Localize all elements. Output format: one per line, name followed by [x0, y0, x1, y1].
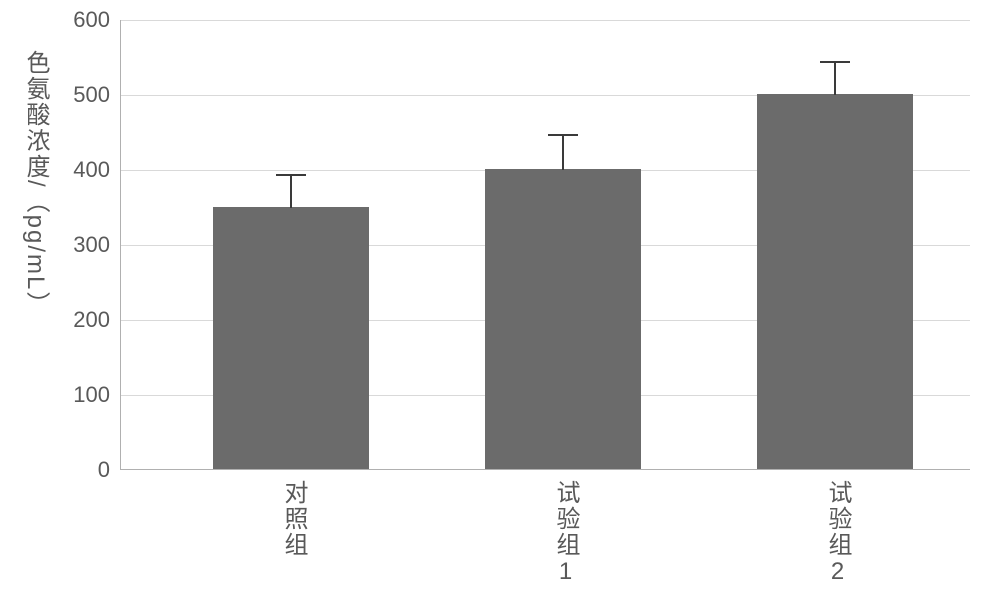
errorbar-cap	[276, 174, 306, 176]
xtick-label: 试验组1	[548, 480, 583, 587]
errorbar	[834, 61, 836, 95]
ytick-label: 0	[50, 457, 110, 483]
bar	[485, 169, 641, 469]
errorbar-cap	[820, 61, 850, 63]
bar	[757, 94, 913, 469]
errorbar	[290, 174, 292, 208]
xtick-label: 试验组2	[820, 480, 855, 587]
xtick-label: 对照组	[276, 480, 311, 558]
ytick-label: 200	[50, 307, 110, 333]
bar	[213, 207, 369, 470]
errorbar	[562, 134, 564, 170]
ytick-label: 400	[50, 157, 110, 183]
ytick-label: 600	[50, 7, 110, 33]
gridline	[121, 20, 970, 21]
plot-area	[120, 20, 970, 470]
errorbar-cap	[548, 134, 578, 136]
ytick-label: 500	[50, 82, 110, 108]
ytick-label: 300	[50, 232, 110, 258]
chart-container: 色氨酸浓度/（pg/mL） 0 100 200 300 400 500 600 对照组 试验组…	[0, 0, 1000, 596]
y-axis-label: 色氨酸浓度/（pg/mL）	[18, 50, 53, 317]
ytick-label: 100	[50, 382, 110, 408]
